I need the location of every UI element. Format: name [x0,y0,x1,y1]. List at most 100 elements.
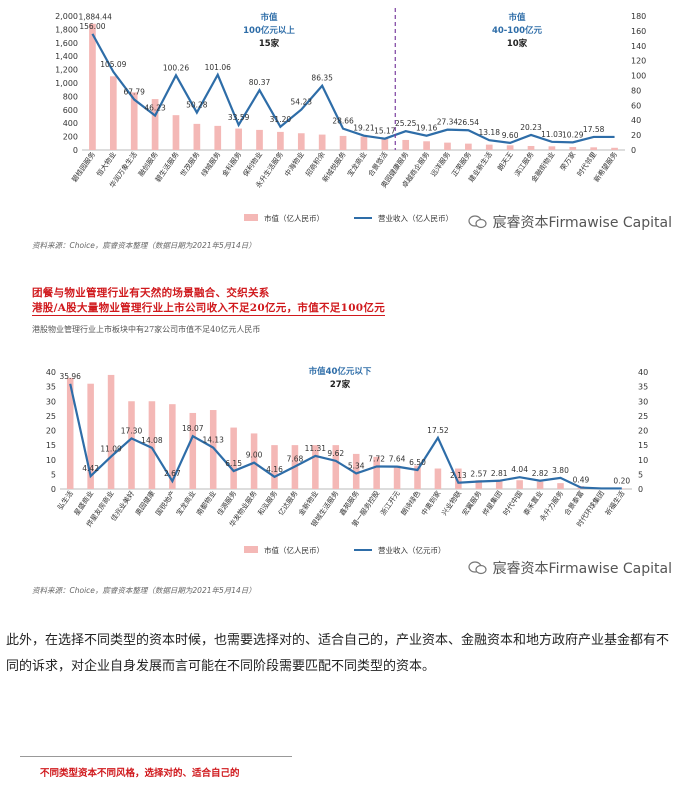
bar [193,123,201,150]
line-data-label: 25.25 [395,119,417,128]
y-left-tick: 1,400 [55,52,78,61]
line-data-label: 101.06 [205,63,231,72]
bar [148,401,156,489]
bar [527,145,535,150]
line-data-label: 10.29 [562,130,584,139]
line-data-label: 17.52 [427,426,449,435]
bar [230,427,237,489]
bar [130,92,138,150]
bar [66,377,74,489]
y-left-tick: 5 [51,470,56,479]
category-label: 世茂服务 [178,150,201,178]
category-label: 祈福生活 [603,489,626,517]
line-data-label: 7.72 [368,454,385,463]
bar [548,146,556,150]
line-data-label: 7.64 [389,455,406,464]
line-data-label: 2.67 [164,469,181,478]
y-right-tick: 40 [638,368,648,377]
chart1-svg: 02004006008001,0001,2001,4001,6001,8002,… [55,8,646,223]
category-label: 浙江开元 [378,489,401,517]
bar [536,481,544,489]
bar [444,142,451,150]
y-right-tick: 15 [638,441,648,450]
y-left-tick: 35 [46,383,56,392]
line-data-label: 4.42 [82,464,99,473]
category-label: 国锐地产 [154,489,177,517]
annotation-text: 市值 [508,12,526,23]
bar [475,480,483,489]
line-data-label: 9.00 [246,451,263,460]
line-data-label: 2.82 [532,469,549,478]
category-label: 绿城服务 [199,150,222,178]
y-right-tick: 25 [638,412,648,421]
line-data-label: 50.28 [186,101,208,110]
bar [312,445,319,489]
y-right-tick: 80 [631,86,641,95]
bar [611,147,618,150]
bar [465,143,472,150]
bar [339,135,347,150]
chart-market-cap-below-40: 0 5 10 15 20 25 30 35 40 0 5 10 15 20 25 30 35 40 35.96 4.4… [0,354,680,604]
bar [107,374,115,489]
bar [360,136,368,150]
y-left-tick: 10 [46,456,56,465]
chart2-source: 资料来源：Choice，宸睿资本整理（数据日期为2021年5月14日） [32,586,256,595]
wechat-icon [467,215,487,229]
legend-bar-swatch [244,214,258,221]
y-left-tick: 800 [63,92,78,101]
y-right-tick: 180 [631,12,646,21]
line-data-label: 2.57 [470,469,487,478]
bar-data-label: 1,884.44 [78,13,112,22]
annotation-text: 40-100亿元 [492,25,543,36]
y-left-tick: 15 [46,441,56,450]
y-left-tick: 1,200 [55,66,78,75]
y-left-tick: 25 [46,412,56,421]
bar [89,23,96,150]
y-right-tick: 30 [638,397,648,406]
revenue-line [91,33,615,144]
bar [209,410,217,489]
bar [495,480,503,489]
line-data-label: 6.50 [409,458,426,467]
line-data-label: 4.04 [511,465,528,474]
annotation-text: 27家 [330,379,351,390]
bar [414,465,421,489]
y-left-tick: 200 [63,133,78,142]
category-label: 保利物业 [241,150,264,178]
category-label: 合景悠活 [366,150,389,178]
category-label: 正荣服务 [450,150,473,178]
y-right-tick: 20 [631,131,641,140]
y-right-tick: 35 [638,383,648,392]
chart2-svg: 0510152025303540051015202530354035.964.4… [46,366,648,555]
category-label: 远洋服务 [429,150,452,178]
bar [402,139,410,150]
line-data-label: 2.13 [450,471,467,480]
bar [423,141,430,150]
line-data-label: 9.62 [327,449,344,458]
chart1-watermark: 宸睿资本Firmawise Capital [467,212,672,232]
category-label: 滨江服务 [512,150,535,178]
category-label: 宏翼服务 [460,489,483,517]
line-data-label: 27.34 [437,118,459,127]
line-data-label: 156.00 [79,22,105,31]
category-label: 朗天王 [495,150,514,172]
line-data-label: 11.31 [305,444,327,453]
line-data-label: 7.68 [287,455,304,464]
y-left-tick: 40 [46,368,56,377]
divider [20,756,292,757]
bar [618,488,626,489]
chart1-source: 资料来源：Choice，宸睿资本整理（数据日期为2021年5月14日） [32,241,256,250]
bar [297,133,305,150]
category-label: 碧桂园服务 [70,150,97,184]
line-data-label: 3.80 [552,466,569,475]
line-data-label: 20.23 [520,123,542,132]
watermark-text: 宸睿资本Firmawise Capital [492,215,672,231]
chart-market-cap-above-40: 0 200 400 600 800 1,000 1,200 1,400 1,600 1,800 2,… [0,0,680,262]
line-data-label: 80.37 [249,78,271,87]
y-right-tick: 160 [631,27,646,36]
category-label: 金科服务 [220,150,243,178]
chart2-watermark: 宸睿资本Firmawise Capital [467,558,672,578]
line-data-label: 28.66 [332,117,354,126]
y-right-tick: 140 [631,42,646,51]
legend-label: 市值（亿人民币） [264,213,324,223]
